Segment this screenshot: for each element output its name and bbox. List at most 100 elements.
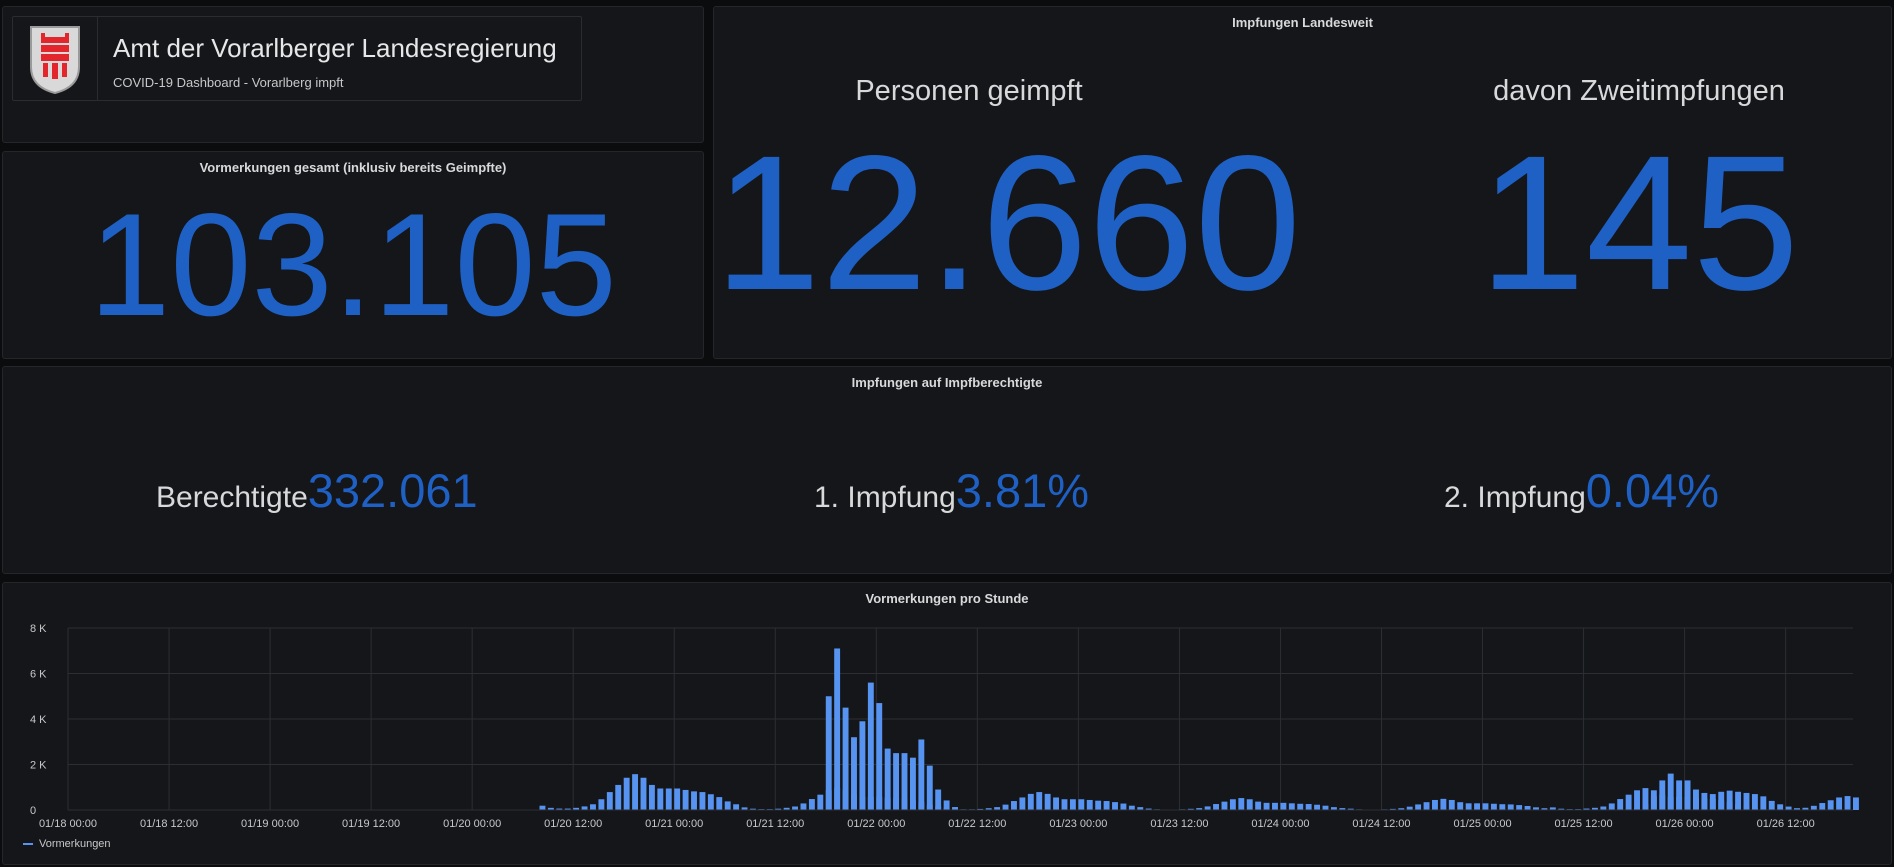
chart-bar[interactable] (724, 801, 731, 810)
chart-bar[interactable] (935, 789, 942, 810)
chart-bar[interactable] (1608, 803, 1615, 810)
chart-bar[interactable] (1751, 808, 1758, 810)
chart-bar[interactable] (909, 757, 916, 810)
chart-bar[interactable] (648, 784, 655, 810)
chart-bar[interactable] (1288, 803, 1295, 810)
chart-bar[interactable] (1583, 808, 1590, 810)
chart-bar[interactable] (1322, 805, 1329, 810)
chart-bar[interactable] (1785, 806, 1792, 810)
chart-bar[interactable] (1760, 796, 1767, 810)
chart-bar[interactable] (1726, 790, 1733, 810)
chart-bar[interactable] (867, 682, 874, 810)
chart-bar[interactable] (994, 807, 1001, 810)
chart-legend[interactable]: Vormerkungen (23, 838, 111, 850)
chart-bar[interactable] (733, 804, 740, 810)
chart-bar[interactable] (851, 794, 857, 810)
chart-bar[interactable] (1684, 780, 1691, 810)
chart-bar[interactable] (918, 739, 925, 810)
chart-bar[interactable] (573, 807, 580, 810)
chart-bar[interactable] (1533, 807, 1539, 810)
chart-bar[interactable] (825, 790, 832, 810)
chart-bar[interactable] (867, 796, 874, 810)
panel-title[interactable]: Impfungen Landesweit (1232, 15, 1373, 30)
panel-title[interactable]: Vormerkungen pro Stunde (865, 591, 1029, 606)
chart-bar[interactable] (682, 789, 689, 810)
chart-bar[interactable] (1701, 798, 1708, 810)
chart-bar[interactable] (1524, 805, 1531, 810)
chart-bar[interactable] (1339, 808, 1346, 810)
chart-bar[interactable] (1549, 807, 1556, 810)
chart-bar[interactable] (842, 790, 849, 810)
chart-bar[interactable] (741, 807, 748, 810)
chart-bar[interactable] (1204, 806, 1211, 810)
chart-bar[interactable] (707, 794, 714, 810)
chart-bar[interactable] (1659, 794, 1666, 810)
chart-bar[interactable] (1280, 802, 1287, 810)
chart-bar[interactable] (606, 792, 613, 810)
chart-bar[interactable] (539, 805, 546, 810)
chart-bar[interactable] (1693, 797, 1699, 810)
chart-bar[interactable] (1255, 801, 1262, 810)
chart-bar[interactable] (1128, 805, 1135, 810)
chart-bar[interactable] (1600, 806, 1607, 810)
chart-bar[interactable] (1011, 801, 1017, 810)
chart-bar[interactable] (632, 774, 639, 810)
chart-bar[interactable] (1061, 799, 1068, 810)
chart-bar[interactable] (1053, 797, 1060, 810)
chart-bar[interactable] (834, 648, 841, 810)
chart-bar[interactable] (1398, 808, 1405, 810)
chart-bar[interactable] (901, 753, 908, 810)
chart-bar[interactable] (808, 799, 815, 810)
chart-bar[interactable] (1794, 808, 1800, 810)
chart-bar[interactable] (1112, 802, 1118, 810)
chart-bar[interactable] (775, 808, 782, 810)
chart-bar[interactable] (977, 808, 984, 810)
chart-bar[interactable] (876, 796, 883, 810)
chart-bar[interactable] (935, 806, 942, 810)
chart-bar[interactable] (1735, 804, 1742, 810)
chart-bar[interactable] (1145, 808, 1152, 810)
chart-bar[interactable] (1196, 808, 1203, 810)
chart-bar[interactable] (1027, 793, 1034, 810)
chart-bar[interactable] (1019, 797, 1026, 810)
chart-bar[interactable] (1297, 803, 1304, 810)
chart-bar[interactable] (918, 802, 925, 810)
chart-bar[interactable] (1347, 808, 1354, 810)
chart-bar[interactable] (1044, 793, 1051, 810)
chart-bar[interactable] (859, 796, 866, 810)
chart-bar[interactable] (1819, 803, 1826, 810)
chart-bar[interactable] (1448, 799, 1455, 810)
chart-bar[interactable] (1457, 802, 1464, 810)
chart-bar[interactable] (1120, 803, 1127, 810)
chart-bar[interactable] (1474, 803, 1481, 810)
chart-bar[interactable] (1735, 791, 1742, 810)
chart-bar[interactable] (985, 808, 992, 810)
chart-bar[interactable] (691, 791, 697, 810)
panel-title[interactable]: Impfungen auf Impfberechtigte (851, 375, 1043, 390)
chart-bar[interactable] (657, 788, 664, 810)
chart-bar[interactable] (1314, 804, 1321, 810)
chart-bar[interactable] (1676, 780, 1683, 810)
chart-bar[interactable] (1827, 800, 1834, 810)
chart-bar[interactable] (1103, 801, 1110, 810)
panel-title[interactable]: Vormerkungen gesamt (inklusiv bereits Ge… (199, 160, 507, 175)
chart-bar[interactable] (1802, 807, 1809, 810)
chart-bar[interactable] (1246, 799, 1253, 810)
chart-bar[interactable] (1591, 807, 1598, 810)
chart-bar[interactable] (1650, 790, 1657, 810)
chart-bar[interactable] (1634, 790, 1640, 810)
chart-bar[interactable] (750, 808, 756, 810)
chart-bar[interactable] (876, 703, 883, 810)
chart-bar[interactable] (1238, 798, 1245, 810)
chart-bar[interactable] (598, 799, 605, 810)
chart-bar[interactable] (834, 788, 841, 810)
chart-bar[interactable] (1751, 794, 1758, 810)
chart-bar[interactable] (893, 798, 900, 810)
chart-bar[interactable] (842, 707, 849, 810)
chart-bar[interactable] (1423, 802, 1430, 810)
chart-bar[interactable] (1853, 797, 1859, 810)
chart-bar[interactable] (1305, 804, 1312, 810)
chart-bar[interactable] (884, 748, 891, 810)
chart-bar[interactable] (640, 777, 647, 810)
chart-bar[interactable] (699, 792, 706, 810)
